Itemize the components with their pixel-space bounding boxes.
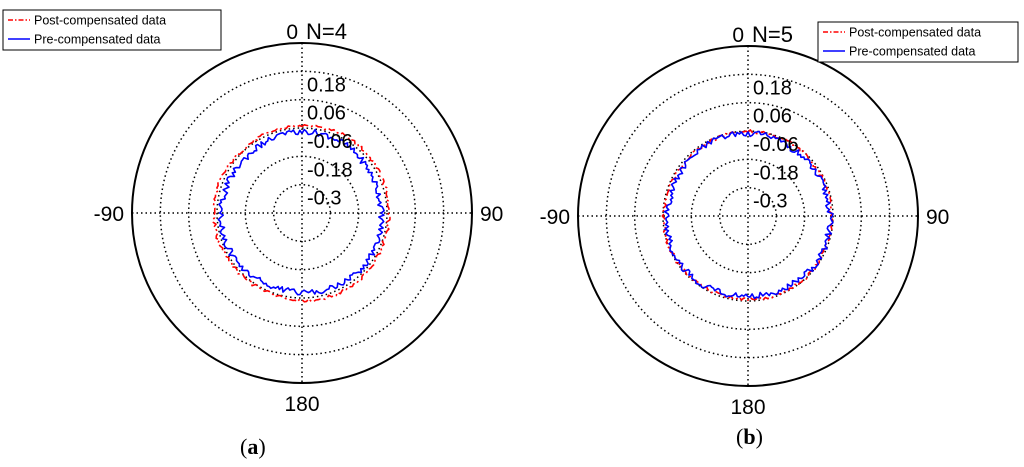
series-group [211, 124, 391, 303]
series-pre-compensated [663, 130, 834, 300]
grid-ring [605, 73, 891, 359]
legend: Post-compensated data Pre-compensated da… [2, 9, 222, 51]
series-pre-compensated [217, 128, 385, 296]
grid-ring [633, 101, 863, 331]
n-annotation: N=4 [306, 19, 347, 44]
n-annotation: N=5 [752, 22, 793, 47]
radial-tick-label: -0.06 [307, 131, 353, 153]
angle-tick-label-0: 0 [286, 21, 298, 44]
radial-tick-label: 0.18 [753, 77, 792, 99]
radial-tick-label: 0.06 [307, 103, 346, 125]
polar-chart-a: 0.18 0.06 -0.06 -0.18 -0.3 0 90 180 -90 … [2, 9, 504, 459]
angle-tick-label-0: 0 [732, 24, 744, 47]
polar-grid [577, 45, 919, 387]
tick-labels: 0.18 0.06 -0.06 -0.18 -0.3 0 90 180 -90 … [540, 22, 950, 419]
panel-label: (a) [240, 434, 266, 459]
radial-tick-label: -0.06 [753, 134, 799, 156]
radial-tick-label: -0.18 [307, 159, 353, 181]
angle-tick-label-90: 90 [926, 206, 949, 229]
grid-ring [216, 127, 388, 299]
tick-labels: 0.18 0.06 -0.06 -0.18 -0.3 0 90 180 -90 … [94, 19, 504, 416]
series-post-compensated [211, 124, 391, 303]
radial-tick-label: -0.3 [307, 188, 341, 210]
legend-box [817, 21, 1019, 63]
outer-ring [577, 45, 919, 387]
grid-ring [159, 70, 445, 356]
polar-grid [131, 42, 473, 384]
legend-entry-pre: Pre-compensated data [34, 33, 161, 47]
series-post-compensated [661, 129, 834, 302]
angle-tick-label-90: 90 [480, 203, 503, 226]
legend: Post-compensated data Pre-compensated da… [817, 21, 1019, 63]
legend-entry-pre: Pre-compensated data [849, 45, 976, 59]
polar-chart-b: 0.18 0.06 -0.06 -0.18 -0.3 0 90 180 -90 … [540, 21, 1019, 449]
radial-tick-label: 0.18 [307, 74, 346, 96]
legend-entry-post: Post-compensated data [34, 14, 166, 28]
angle-tick-label-180: 180 [284, 393, 319, 416]
grid-ring [187, 98, 417, 328]
radial-tick-label: 0.06 [753, 106, 792, 128]
series-group [661, 129, 834, 302]
legend-entry-post: Post-compensated data [849, 26, 981, 40]
radial-tick-label: -0.18 [753, 162, 799, 184]
outer-ring [131, 42, 473, 384]
panel-label: (b) [736, 424, 763, 449]
angle-tick-label-minus90: -90 [94, 203, 124, 226]
radial-tick-label: -0.3 [753, 191, 787, 213]
angle-tick-label-180: 180 [730, 396, 765, 419]
angle-tick-label-minus90: -90 [540, 206, 570, 229]
legend-box [2, 9, 222, 51]
